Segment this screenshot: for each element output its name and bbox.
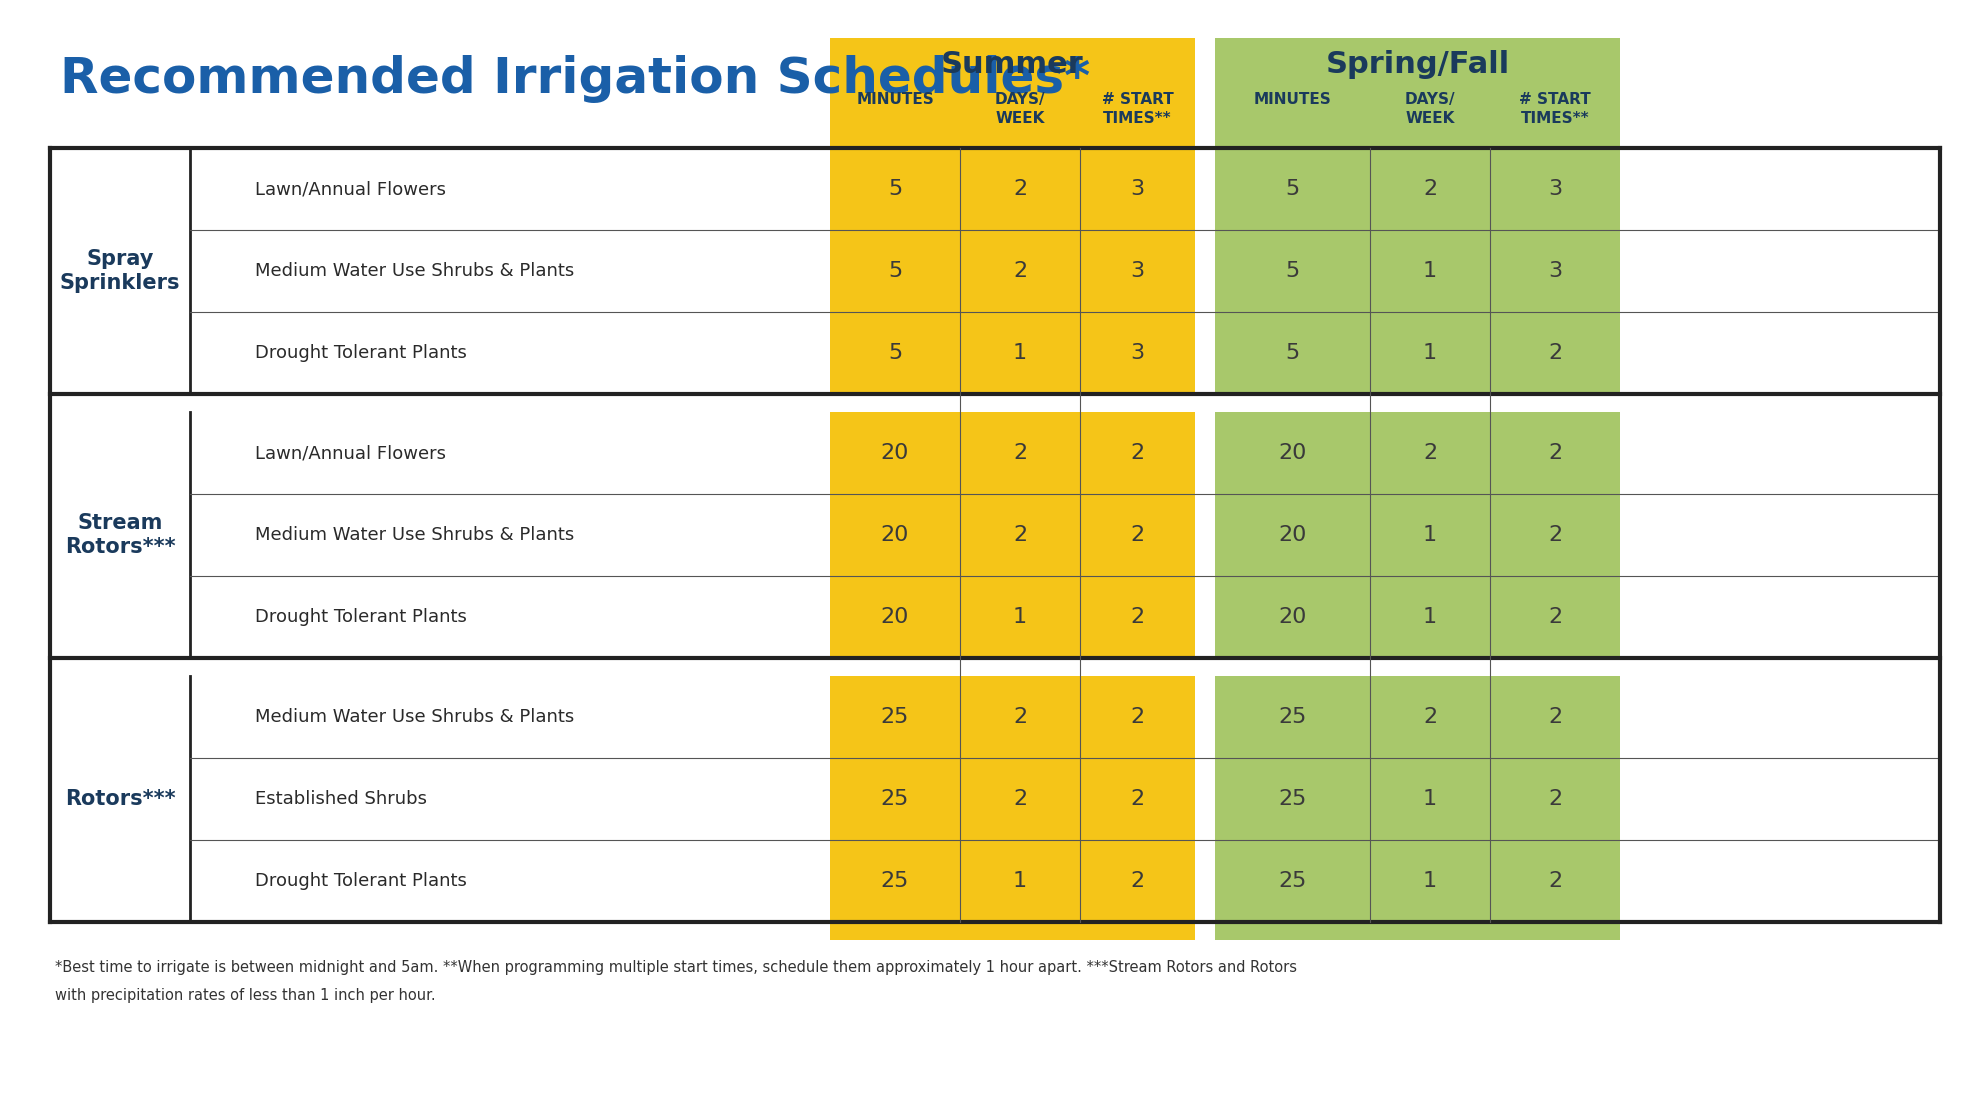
Text: 2: 2: [1548, 607, 1561, 627]
Text: Stream
Rotors***: Stream Rotors***: [65, 513, 175, 558]
Text: Lawn/Annual Flowers: Lawn/Annual Flowers: [256, 444, 446, 462]
Text: 1: 1: [1014, 607, 1028, 627]
Text: 2: 2: [1014, 261, 1028, 281]
Text: 5: 5: [889, 261, 903, 281]
Bar: [50, 658, 1940, 676]
Text: Spray
Sprinklers: Spray Sprinklers: [60, 248, 181, 293]
Text: Medium Water Use Shrubs & Plants: Medium Water Use Shrubs & Plants: [256, 708, 573, 726]
Text: Recommended Irrigation Schedules*: Recommended Irrigation Schedules*: [60, 55, 1091, 103]
Text: 20: 20: [1278, 607, 1307, 627]
Text: 2: 2: [1131, 789, 1145, 809]
Text: # START
TIMES**: # START TIMES**: [1520, 92, 1591, 126]
Bar: [1194, 412, 1214, 658]
Bar: [50, 676, 829, 922]
Text: 1: 1: [1423, 261, 1436, 281]
Text: 3: 3: [1548, 261, 1561, 281]
Text: 2: 2: [1014, 707, 1028, 727]
Bar: [50, 148, 829, 394]
Text: 25: 25: [1278, 789, 1307, 809]
Text: 20: 20: [881, 607, 909, 627]
Text: 2: 2: [1014, 525, 1028, 545]
Text: # START
TIMES**: # START TIMES**: [1101, 92, 1173, 126]
Text: 2: 2: [1014, 179, 1028, 199]
Text: 1: 1: [1014, 871, 1028, 890]
Text: Spring/Fall: Spring/Fall: [1325, 51, 1510, 79]
Text: 25: 25: [1278, 871, 1307, 890]
Text: 25: 25: [881, 871, 909, 890]
Text: 5: 5: [889, 343, 903, 363]
Text: Drought Tolerant Plants: Drought Tolerant Plants: [256, 344, 466, 362]
Text: 2: 2: [1131, 871, 1145, 890]
Bar: [829, 38, 1194, 940]
Text: 2: 2: [1548, 525, 1561, 545]
Text: 3: 3: [1131, 343, 1145, 363]
Text: 25: 25: [1278, 707, 1307, 727]
Text: Summer: Summer: [940, 51, 1083, 79]
Text: 2: 2: [1548, 343, 1561, 363]
Text: 20: 20: [1278, 442, 1307, 463]
Text: Lawn/Annual Flowers: Lawn/Annual Flowers: [256, 180, 446, 198]
Text: Rotors***: Rotors***: [65, 789, 175, 809]
Text: 2: 2: [1423, 179, 1436, 199]
Bar: [50, 412, 829, 658]
Bar: [1214, 38, 1621, 940]
Text: MINUTES: MINUTES: [1254, 92, 1331, 107]
Text: 5: 5: [1286, 261, 1300, 281]
Bar: [50, 394, 1940, 412]
Text: 1: 1: [1423, 343, 1436, 363]
Bar: [1194, 148, 1214, 394]
Text: DAYS/
WEEK: DAYS/ WEEK: [1405, 92, 1456, 126]
Bar: [1194, 676, 1214, 922]
Text: 2: 2: [1014, 442, 1028, 463]
Text: 20: 20: [881, 442, 909, 463]
Text: 2: 2: [1548, 871, 1561, 890]
Text: 2: 2: [1014, 789, 1028, 809]
Text: 1: 1: [1014, 343, 1028, 363]
Text: 5: 5: [889, 179, 903, 199]
Text: 2: 2: [1423, 442, 1436, 463]
Text: MINUTES: MINUTES: [857, 92, 934, 107]
Text: 3: 3: [1548, 179, 1561, 199]
Text: 2: 2: [1548, 707, 1561, 727]
Text: *Best time to irrigate is between midnight and 5am. **When programming multiple : *Best time to irrigate is between midnig…: [56, 960, 1298, 975]
Text: with precipitation rates of less than 1 inch per hour.: with precipitation rates of less than 1 …: [56, 988, 436, 1002]
Text: 2: 2: [1131, 707, 1145, 727]
Text: 20: 20: [1278, 525, 1307, 545]
Text: Medium Water Use Shrubs & Plants: Medium Water Use Shrubs & Plants: [256, 526, 573, 544]
Text: 2: 2: [1131, 607, 1145, 627]
Text: Drought Tolerant Plants: Drought Tolerant Plants: [256, 608, 466, 626]
Text: 1: 1: [1423, 789, 1436, 809]
Text: 1: 1: [1423, 871, 1436, 890]
Text: 2: 2: [1548, 442, 1561, 463]
Text: 5: 5: [1286, 343, 1300, 363]
Text: DAYS/
WEEK: DAYS/ WEEK: [994, 92, 1046, 126]
Text: Drought Tolerant Plants: Drought Tolerant Plants: [256, 872, 466, 890]
Text: 25: 25: [881, 707, 909, 727]
Text: 3: 3: [1131, 179, 1145, 199]
Text: 1: 1: [1423, 525, 1436, 545]
Text: 5: 5: [1286, 179, 1300, 199]
Text: Medium Water Use Shrubs & Plants: Medium Water Use Shrubs & Plants: [256, 262, 573, 280]
Text: 1: 1: [1423, 607, 1436, 627]
Text: Established Shrubs: Established Shrubs: [256, 789, 427, 808]
Text: 20: 20: [881, 525, 909, 545]
Text: 2: 2: [1548, 789, 1561, 809]
Text: 2: 2: [1423, 707, 1436, 727]
Text: 3: 3: [1131, 261, 1145, 281]
Text: 2: 2: [1131, 525, 1145, 545]
Text: 2: 2: [1131, 442, 1145, 463]
Text: 25: 25: [881, 789, 909, 809]
